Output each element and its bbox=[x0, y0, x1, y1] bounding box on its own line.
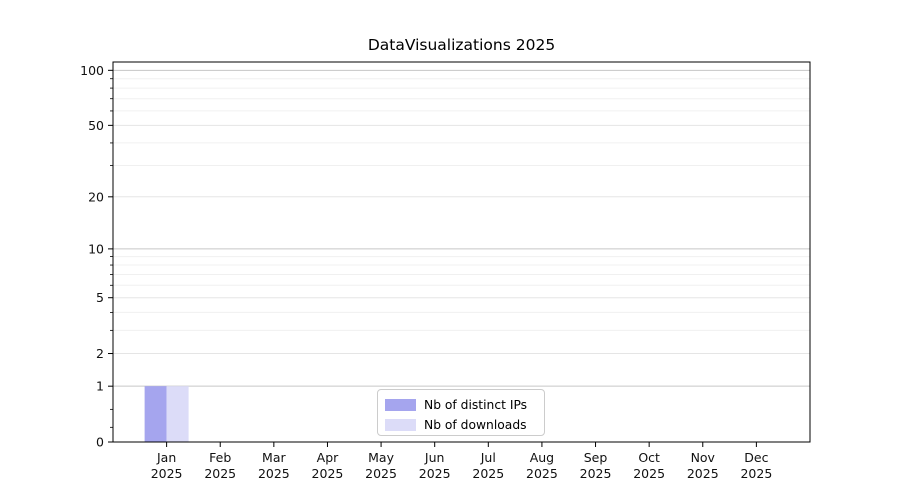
x-tick-label-month: Jun bbox=[424, 450, 445, 465]
x-tick-label-year: 2025 bbox=[472, 466, 504, 481]
x-tick-label-year: 2025 bbox=[365, 466, 397, 481]
x-tick-label-year: 2025 bbox=[740, 466, 772, 481]
x-tick-label-year: 2025 bbox=[580, 466, 612, 481]
legend-item-downloads: Nb of downloads bbox=[385, 415, 536, 434]
y-tick-label: 50 bbox=[88, 118, 104, 133]
x-tick-label-year: 2025 bbox=[204, 466, 236, 481]
x-tick-label-year: 2025 bbox=[151, 466, 183, 481]
legend-label-distinct-ips: Nb of distinct IPs bbox=[424, 398, 528, 413]
legend-swatch-distinct-ips-icon bbox=[385, 399, 416, 412]
x-tick-label-year: 2025 bbox=[687, 466, 719, 481]
x-tick-label-year: 2025 bbox=[526, 466, 558, 481]
x-tick-label-month: Oct bbox=[638, 450, 660, 465]
x-tick-label-month: Jan bbox=[156, 450, 176, 465]
y-tick-label: 0 bbox=[96, 435, 104, 450]
x-tick-label-month: Mar bbox=[262, 450, 286, 465]
y-tick-label: 2 bbox=[96, 346, 104, 361]
legend-label-downloads: Nb of downloads bbox=[424, 417, 527, 432]
x-tick-label-month: Feb bbox=[209, 450, 231, 465]
bar-downloads-jan bbox=[166, 386, 189, 442]
x-tick-label-year: 2025 bbox=[419, 466, 451, 481]
legend-item-distinct-ips: Nb of distinct IPs bbox=[385, 396, 536, 415]
chart-legend: Nb of distinct IPs Nb of downloads bbox=[377, 389, 545, 436]
legend-swatch-downloads-icon bbox=[385, 418, 416, 431]
x-tick-label-month: May bbox=[368, 450, 394, 465]
x-tick-label-month: Aug bbox=[530, 450, 554, 465]
chart-title: DataVisualizations 2025 bbox=[367, 36, 556, 54]
y-tick-label: 100 bbox=[80, 63, 104, 78]
x-tick-label-month: Sep bbox=[584, 450, 608, 465]
x-tick-label-year: 2025 bbox=[633, 466, 665, 481]
x-tick-label-month: Nov bbox=[691, 450, 716, 465]
bar-distinct-ips-jan bbox=[144, 386, 167, 442]
x-tick-label-month: Dec bbox=[744, 450, 768, 465]
y-tick-label: 20 bbox=[88, 189, 104, 204]
x-tick-label-year: 2025 bbox=[312, 466, 344, 481]
plot-border bbox=[112, 61, 811, 443]
x-tick-label-year: 2025 bbox=[258, 466, 290, 481]
y-tick-label: 10 bbox=[88, 241, 104, 256]
y-tick-label: 5 bbox=[96, 290, 104, 305]
x-tick-label-month: Apr bbox=[317, 450, 339, 465]
y-tick-label: 1 bbox=[96, 379, 104, 394]
x-tick-label-month: Jul bbox=[480, 450, 496, 465]
